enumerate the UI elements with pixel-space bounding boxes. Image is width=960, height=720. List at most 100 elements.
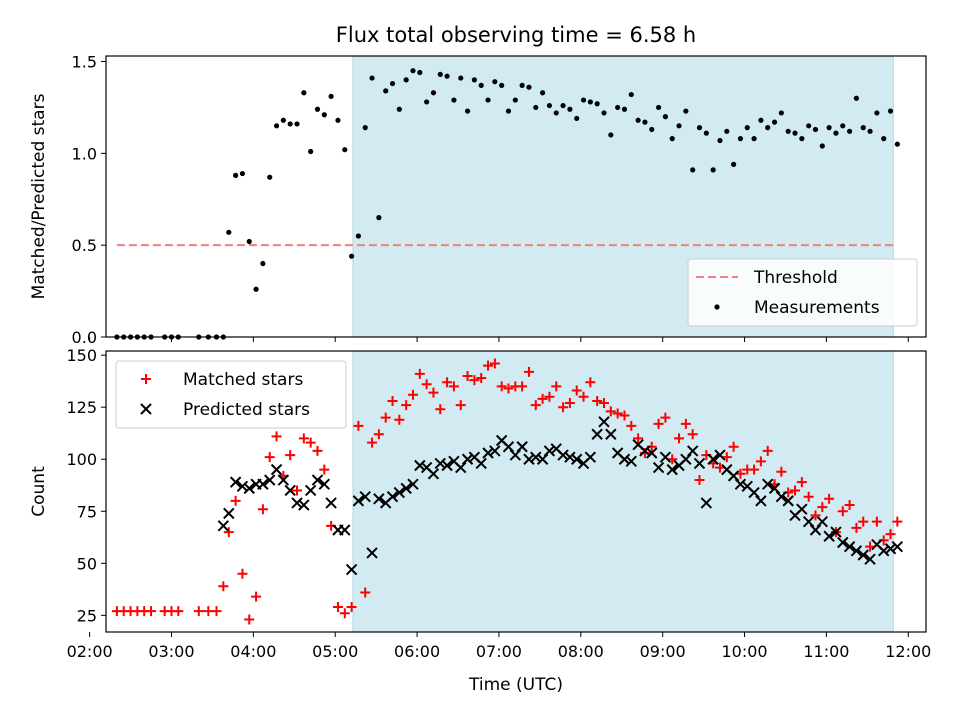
- legend-matched-swatch: [141, 374, 151, 384]
- measurement-point: [669, 136, 675, 142]
- measurement-point: [512, 97, 518, 103]
- matched-point: [223, 527, 234, 538]
- predicted-point: [727, 470, 740, 482]
- measurement-point: [874, 110, 880, 116]
- predicted-point: [489, 445, 501, 457]
- measurement-point: [574, 115, 580, 122]
- matched-point: [674, 433, 685, 444]
- predicted-point: [700, 497, 713, 509]
- predicted-point: [229, 476, 242, 488]
- matched-point: [414, 368, 425, 379]
- predicted-point: [502, 441, 515, 453]
- measurement-point: [499, 82, 505, 88]
- predicted-point: [291, 497, 303, 509]
- measurement-point: [348, 253, 355, 259]
- matched-point: [605, 406, 616, 417]
- measurement-point: [376, 215, 382, 221]
- predicted-point: [748, 486, 760, 499]
- measurement-point: [478, 82, 484, 88]
- predicted-point: [816, 515, 829, 528]
- matched-point: [394, 414, 405, 425]
- predicted-point: [877, 545, 890, 557]
- predicted-point: [318, 478, 331, 490]
- x-tick-label: 03:00: [148, 642, 194, 661]
- measurement-point: [635, 117, 641, 123]
- x-tick-label: 12:00: [885, 642, 931, 661]
- matched-point: [564, 398, 575, 409]
- predicted-point: [646, 447, 658, 459]
- predicted-point: [864, 553, 876, 565]
- predicted-point: [666, 463, 678, 476]
- matched-point: [858, 516, 869, 527]
- predicted-point: [400, 482, 412, 495]
- matched-point: [489, 358, 500, 369]
- measurement-point: [737, 136, 744, 142]
- matched-point: [558, 402, 569, 413]
- measurement-point: [655, 104, 662, 111]
- predicted-point: [686, 445, 699, 457]
- predicted-point: [359, 490, 371, 503]
- predicted-point: [762, 478, 774, 490]
- matched-point: [353, 420, 364, 431]
- matched-point: [728, 441, 739, 452]
- predicted-point: [523, 453, 535, 465]
- measurement-point: [458, 75, 464, 81]
- measurement-point: [430, 90, 437, 96]
- predicted-point: [768, 482, 781, 495]
- predicted-point: [284, 484, 296, 497]
- matched-point: [173, 606, 184, 617]
- predicted-point: [509, 449, 522, 461]
- measurement-point: [424, 99, 430, 105]
- y-tick-label: 150: [66, 346, 97, 365]
- y-axis-label: Count: [29, 466, 49, 517]
- measurement-point: [587, 99, 593, 105]
- measurement-point: [519, 82, 525, 88]
- predicted-point: [884, 543, 897, 555]
- y-tick-label: 50: [77, 554, 97, 573]
- observing-span: [352, 350, 894, 633]
- matched-point: [776, 466, 787, 477]
- predicted-point: [536, 453, 549, 465]
- series-1: [217, 416, 904, 576]
- predicted-point: [441, 459, 453, 472]
- count-panel: 25 50 75 100 125 150 02:00 03:00 04:00 05:00 06:00…: [29, 346, 931, 695]
- predicted-point: [557, 449, 569, 461]
- y-tick-label: 0.5: [72, 236, 97, 255]
- x-tick-label: 08:00: [558, 642, 604, 661]
- matched-point: [373, 429, 384, 440]
- x-tick-label: 06:00: [394, 642, 440, 661]
- y-tick-label: 100: [66, 450, 97, 469]
- measurement-point: [226, 229, 232, 235]
- predicted-point: [386, 490, 399, 503]
- legend-measurements-label: Measurements: [754, 298, 880, 318]
- predicted-point: [345, 563, 358, 576]
- measurement-point: [765, 125, 771, 131]
- measurement-point: [546, 102, 553, 109]
- matched-point: [462, 370, 473, 381]
- matched-point: [523, 366, 534, 377]
- measurement-point: [594, 101, 600, 107]
- matched-point: [755, 456, 766, 467]
- predicted-point: [414, 459, 426, 472]
- predicted-point: [277, 474, 290, 486]
- x-tick-label: 07:00: [476, 642, 522, 661]
- measurement-point: [437, 71, 443, 77]
- measurement-point: [887, 108, 894, 114]
- matched-point: [339, 608, 350, 619]
- measurement-point: [628, 91, 634, 98]
- predicted-point: [823, 530, 835, 542]
- predicted-point: [475, 457, 487, 470]
- measurement-point: [690, 167, 696, 173]
- measurement-point: [771, 119, 778, 125]
- predicted-point: [850, 545, 863, 557]
- matched-point: [257, 504, 268, 515]
- predicted-point: [605, 428, 617, 440]
- predicted-point: [639, 445, 651, 457]
- matched-point: [551, 381, 562, 392]
- measurement-point: [280, 117, 286, 123]
- predicted-point: [591, 428, 603, 440]
- predicted-point: [830, 526, 842, 538]
- y-tick-label: 25: [77, 606, 97, 625]
- predicted-point: [693, 457, 706, 470]
- measurement-point: [642, 119, 648, 125]
